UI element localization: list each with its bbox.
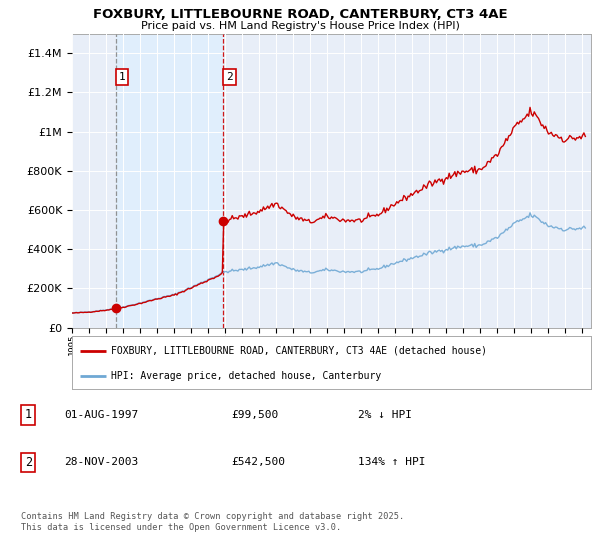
- Text: HPI: Average price, detached house, Canterbury: HPI: Average price, detached house, Cant…: [111, 371, 381, 381]
- Text: £99,500: £99,500: [231, 410, 278, 420]
- Text: 28-NOV-2003: 28-NOV-2003: [64, 458, 138, 468]
- Text: 2: 2: [25, 456, 32, 469]
- Text: Price paid vs. HM Land Registry's House Price Index (HPI): Price paid vs. HM Land Registry's House …: [140, 21, 460, 31]
- Text: 2% ↓ HPI: 2% ↓ HPI: [358, 410, 412, 420]
- Text: 1: 1: [25, 408, 32, 421]
- Text: £542,500: £542,500: [231, 458, 285, 468]
- Text: 1: 1: [119, 72, 125, 82]
- Text: 01-AUG-1997: 01-AUG-1997: [64, 410, 138, 420]
- Text: Contains HM Land Registry data © Crown copyright and database right 2025.
This d: Contains HM Land Registry data © Crown c…: [21, 512, 404, 532]
- Text: FOXBURY, LITTLEBOURNE ROAD, CANTERBURY, CT3 4AE (detached house): FOXBURY, LITTLEBOURNE ROAD, CANTERBURY, …: [111, 346, 487, 356]
- Text: FOXBURY, LITTLEBOURNE ROAD, CANTERBURY, CT3 4AE: FOXBURY, LITTLEBOURNE ROAD, CANTERBURY, …: [92, 8, 508, 21]
- Text: 134% ↑ HPI: 134% ↑ HPI: [358, 458, 425, 468]
- Text: 2: 2: [226, 72, 233, 82]
- Bar: [116, 34, 223, 328]
